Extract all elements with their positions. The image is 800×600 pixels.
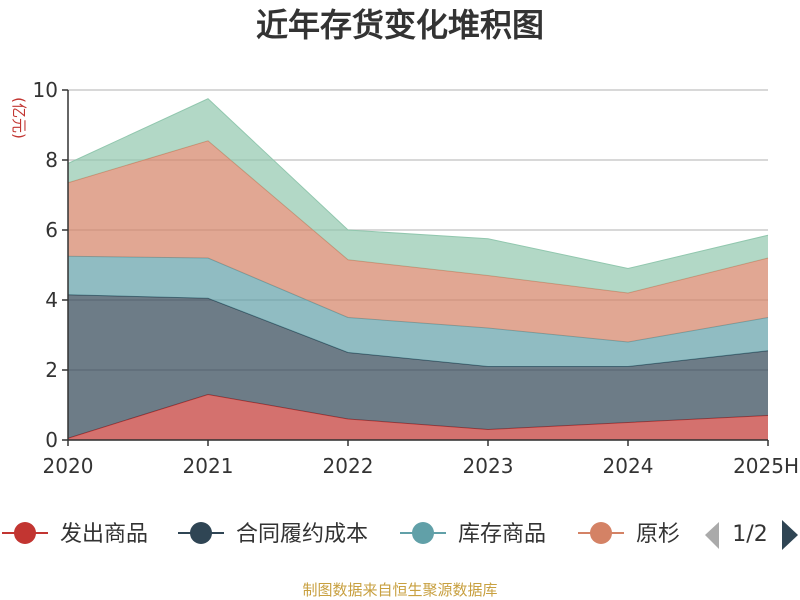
legend-page-indicator: 1/2 bbox=[732, 522, 767, 547]
tick-labels: 0 2 4 6 8 10 2020 2021 2022 2023 2024 2025H bbox=[33, 78, 799, 478]
legend: 发出商品 合同履约成本 库存商品 原杉 1/2 bbox=[2, 515, 798, 551]
x-tick-label: 2021 bbox=[183, 454, 234, 478]
legend-next-icon[interactable] bbox=[782, 520, 798, 550]
area-series bbox=[67, 98, 769, 440]
y-tick-label: 10 bbox=[33, 78, 58, 102]
axes bbox=[62, 89, 769, 446]
y-tick-label: 0 bbox=[45, 428, 58, 452]
y-tick-label: 8 bbox=[45, 148, 58, 172]
legend-marker bbox=[590, 522, 612, 544]
x-tick-label: 2020 bbox=[43, 454, 94, 478]
x-tick-label: 2024 bbox=[603, 454, 654, 478]
x-tick-label: 2023 bbox=[463, 454, 514, 478]
area-series-4 bbox=[68, 98, 768, 293]
legend-marker bbox=[190, 522, 212, 544]
source-note: 制图数据来自恒生聚源数据库 bbox=[302, 581, 497, 599]
x-tick-label: 2022 bbox=[323, 454, 374, 478]
area-series-1 bbox=[68, 294, 768, 439]
legend-marker bbox=[14, 522, 36, 544]
legend-prev-icon[interactable] bbox=[705, 522, 719, 549]
y-tick-label: 4 bbox=[45, 288, 58, 312]
legend-item-label[interactable]: 发出商品 bbox=[60, 522, 148, 547]
legend-marker bbox=[412, 522, 434, 544]
y-axis-unit: (亿元) bbox=[10, 97, 28, 139]
y-tick-label: 2 bbox=[45, 358, 58, 382]
y-tick-label: 6 bbox=[45, 218, 58, 242]
legend-item-label[interactable]: 库存商品 bbox=[458, 522, 546, 547]
legend-item-label[interactable]: 原杉 bbox=[636, 522, 680, 547]
legend-item-label[interactable]: 合同履约成本 bbox=[236, 522, 368, 547]
area-series-0 bbox=[68, 394, 768, 440]
x-tick-label: 2025H bbox=[733, 454, 799, 478]
legend-clip-mask bbox=[682, 515, 712, 551]
area-edge-4 bbox=[67, 98, 769, 270]
area-series-3 bbox=[68, 140, 768, 342]
chart-title: 近年存货变化堆积图 bbox=[256, 6, 544, 44]
